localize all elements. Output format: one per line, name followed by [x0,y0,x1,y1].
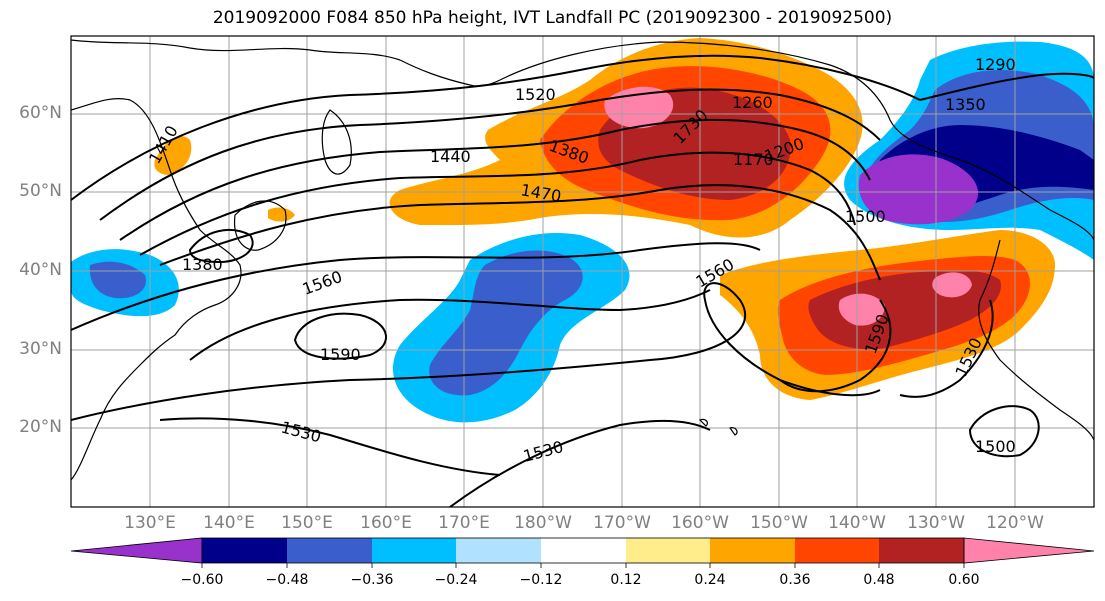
colorbar-tick-label: 0.24 [694,572,726,588]
ivt-region-southeast-pink-2 [932,272,972,298]
coast-arctic [71,39,401,61]
contour-label: 1530 [279,418,323,447]
lat-label: 30°N [19,339,62,359]
colorbar-tick-label: 0.60 [948,572,980,588]
colorbar-segment [456,538,541,563]
colorbar-segment [710,538,795,563]
contour-label: 1520 [515,85,556,104]
colorbar-tick-label: −0.24 [434,572,478,588]
contour-label: 1350 [945,95,986,114]
lon-label: 160°W [671,513,729,533]
contour-label: 1290 [975,55,1016,74]
lat-label: 40°N [19,260,62,280]
contour-label: 1380 [182,255,223,274]
ivt-negative-region-ne-purple [858,154,979,225]
contour-label: 1590 [320,345,361,364]
ivt-region-southeast-pink [838,293,885,326]
lon-label: 150°W [750,513,808,533]
colorbar-segment [287,538,372,563]
colorbar [70,537,1095,568]
lon-label: 140°W [828,513,886,533]
lon-label: 120°W [986,513,1044,533]
colorbar-tick-label: 0.36 [779,572,811,588]
lat-label: 50°N [19,181,62,201]
coast-japan [233,200,287,251]
ivt-negative-region-central-blue [429,250,583,396]
colorbar-tick-label: 0.48 [863,572,895,588]
lat-label: 60°N [19,103,62,123]
coast-alaska [499,41,1094,241]
coast-kamchatka [321,109,352,175]
colorbar-tick-label: −0.36 [350,572,394,588]
map-title: 2019092000 F084 850 hPa height, IVT Land… [212,8,893,28]
coast-north-america [978,239,1094,441]
ivt-orange-patch-2 [268,207,295,222]
colorbar-extend-max [963,537,1095,564]
contour-label: 1440 [430,147,471,166]
ivt-small-orange-patch [154,136,192,175]
colorbar-segment [795,538,879,563]
colorbar-segment [879,538,964,563]
contour-label: 1260 [732,93,773,112]
colorbar-tick-label: −0.48 [265,572,309,588]
colorbar-tick-label: 0.12 [610,572,642,588]
colorbar-segment [541,538,626,563]
coast-asia [71,98,242,481]
colorbar-segment [202,538,287,563]
lon-label: 170°E [438,513,490,533]
contour-label: 1500 [845,207,886,226]
lon-label: 130°W [907,513,965,533]
height-contours [71,54,1094,507]
colorbar-segment [626,538,710,563]
hawaii [698,418,738,436]
lon-label: 160°E [360,513,412,533]
colorbar-segment [372,538,456,563]
coast-bering [399,59,501,87]
colorbar-tick-label: −0.60 [180,572,224,588]
colorbar-tick-label: −0.12 [519,572,563,588]
colorbar-extend-min [70,537,203,564]
lon-label: 150°E [281,513,333,533]
contour-label: 1170 [733,150,774,169]
map-frame [70,35,1095,508]
lat-label: 20°N [19,417,62,437]
lon-label: 170°W [593,513,651,533]
contour-labels: 1290 1520 1410 1440 1380 1730 1260 1170 … [145,55,1016,466]
contour-label: 1500 [975,437,1016,456]
lon-label: 130°E [124,513,176,533]
lon-label: 140°E [203,513,255,533]
lon-label: 180°W [514,513,572,533]
